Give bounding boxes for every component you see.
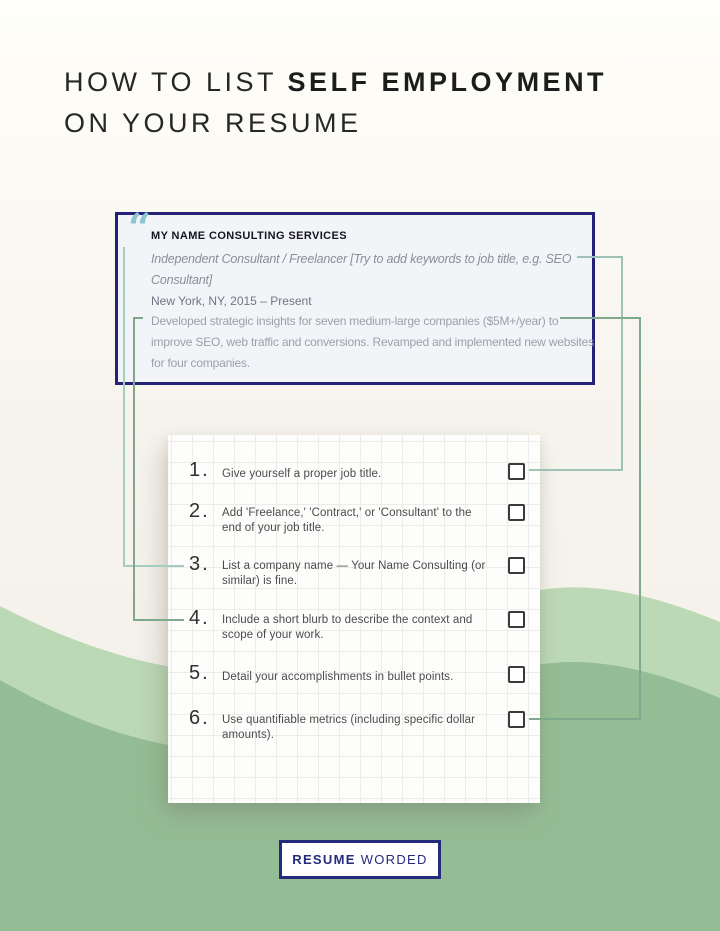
brand-logo: RESUME WORDED [279, 840, 441, 879]
job-description-line-2: improve SEO, web traffic and conversions… [151, 335, 594, 349]
item-number: 4. [189, 607, 210, 629]
title-line-1: HOW TO LIST SELF EMPLOYMENT [64, 62, 607, 103]
item-text: Add 'Freelance,' 'Contract,' or 'Consult… [222, 507, 472, 534]
checklist-card: 1. Give yourself a proper job title. 2. … [168, 435, 540, 803]
job-title-line-2: Consultant] [151, 273, 213, 287]
item-number: 2. [189, 500, 210, 522]
checklist-row-5: 5. Detail your accomplishments in bullet… [168, 662, 540, 705]
logo-text-bold: RESUME [292, 852, 356, 867]
checklist-row-2: 2. Add 'Freelance,' 'Contract,' or 'Cons… [168, 500, 540, 543]
checkbox-item-1[interactable] [508, 463, 525, 480]
item-number: 3. [189, 553, 210, 575]
title-bold-text: SELF EMPLOYMENT [287, 67, 608, 97]
item-text: Include a short blurb to describe the co… [222, 614, 473, 641]
logo-text-regular: WORDED [360, 852, 428, 867]
checkbox-item-6[interactable] [508, 711, 525, 728]
checkbox-item-4[interactable] [508, 611, 525, 628]
item-text: Detail your accomplishments in bullet po… [222, 671, 454, 683]
company-name: MY NAME CONSULTING SERVICES [151, 230, 347, 242]
item-number: 6. [189, 707, 210, 729]
checklist-row-3: 3. List a company name — Your Name Consu… [168, 553, 540, 596]
checklist-row-4: 4. Include a short blurb to describe the… [168, 607, 540, 650]
job-title-line-1: Independent Consultant / Freelancer [Try… [151, 252, 572, 266]
job-description-line-3: for four companies. [151, 356, 250, 370]
title-line-2: ON YOUR RESUME [64, 108, 362, 138]
item-text: Use quantifiable metrics (including spec… [222, 714, 476, 741]
checklist-row-1: 1. Give yourself a proper job title. [168, 459, 540, 502]
location-dates-line: New York, NY, 2015 – Present [151, 294, 312, 308]
resume-card-body: MY NAME CONSULTING SERVICES Independent … [151, 225, 594, 374]
quote-marks-icon: “ [128, 205, 152, 252]
checkbox-item-2[interactable] [508, 504, 525, 521]
checklist-row-6: 6. Use quantifiable metrics (including s… [168, 707, 540, 750]
item-text: Give yourself a proper job title. [222, 468, 382, 480]
title-regular-text: HOW TO LIST [64, 67, 288, 97]
page-title: HOW TO LIST SELF EMPLOYMENT ON YOUR RESU… [64, 62, 607, 144]
item-number: 5. [189, 662, 210, 684]
item-number: 1. [189, 459, 210, 481]
job-description-line-1: Developed strategic insights for seven m… [151, 314, 559, 328]
checkbox-item-5[interactable] [508, 666, 525, 683]
checkbox-item-3[interactable] [508, 557, 525, 574]
item-text: List a company name — Your Name Consulti… [222, 560, 486, 587]
resume-example-card: “ MY NAME CONSULTING SERVICES Independen… [115, 205, 595, 385]
